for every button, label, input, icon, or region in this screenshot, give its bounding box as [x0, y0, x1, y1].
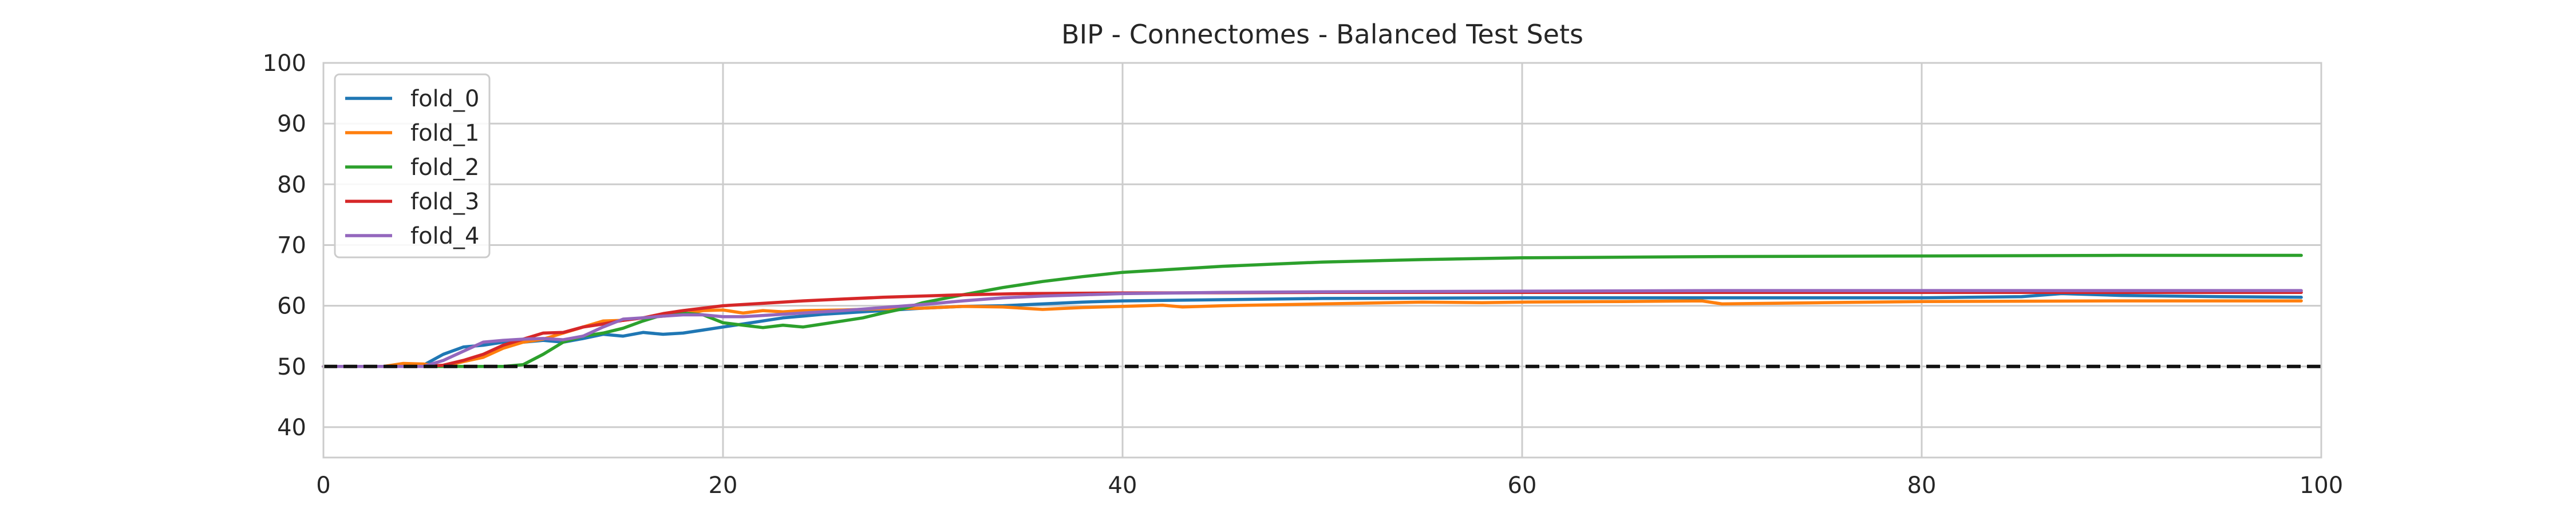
x-tick-label: 80	[1907, 472, 1937, 499]
y-tick-label: 40	[277, 415, 306, 441]
chart-title: BIP - Connectomes - Balanced Test Sets	[1061, 19, 1583, 50]
series-line-fold_2	[322, 253, 2303, 368]
x-tick-label: 40	[1108, 472, 1137, 499]
y-tick-label: 60	[277, 293, 306, 320]
plot-area	[323, 63, 2321, 458]
y-tick-label: 50	[277, 354, 306, 380]
x-tick-label: 0	[316, 472, 330, 499]
legend-label-fold_4: fold_4	[410, 223, 480, 249]
legend-label-fold_1: fold_1	[410, 120, 480, 146]
series-line-fold_1	[322, 299, 2303, 368]
x-tick-label: 60	[1508, 472, 1537, 499]
legend-box	[334, 73, 491, 258]
x-tick-label: 100	[2300, 472, 2343, 499]
x-tick-label: 20	[709, 472, 738, 499]
y-tick-label: 90	[277, 111, 306, 137]
series-line-fold_4	[322, 289, 2303, 368]
legend-label-fold_2: fold_2	[410, 154, 480, 181]
legend-label-fold_3: fold_3	[410, 189, 480, 215]
plot-frame	[322, 62, 2322, 459]
y-tick-label: 80	[277, 172, 306, 198]
y-tick-label: 100	[263, 50, 306, 77]
legend-label-fold_0: fold_0	[410, 86, 480, 112]
y-tick-label: 70	[277, 232, 306, 258]
